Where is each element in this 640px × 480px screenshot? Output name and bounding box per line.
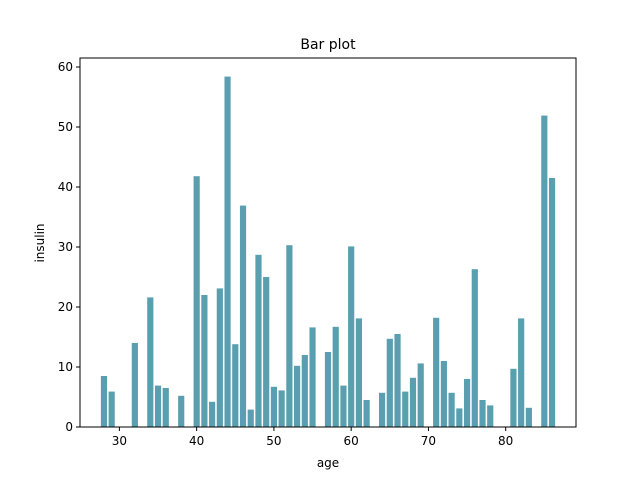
bar-age-45 [232,344,239,427]
bar-age-54 [301,355,308,427]
bar-age-52 [286,245,293,427]
bar-age-74 [456,408,463,427]
bar-age-38 [178,395,185,427]
bar-age-68 [409,377,417,427]
bar-age-69 [417,363,424,427]
bar-age-58 [332,326,339,427]
bar-age-43 [216,288,223,427]
bar-age-64 [378,392,386,427]
bar-age-85 [541,115,548,427]
y-tick-label: 60 [58,60,73,74]
plot-frame [79,57,577,428]
bar-age-78 [487,405,494,427]
bar-age-72 [440,361,447,427]
bar-age-36 [162,388,169,427]
y-tick-label: 20 [58,300,73,314]
bar-age-67 [402,391,409,427]
x-tick-label: 80 [498,434,513,448]
y-axis-label: insulin [33,223,47,262]
x-tick-label: 40 [189,434,204,448]
bar-age-49 [263,277,270,427]
bar-age-41 [201,295,208,427]
bar-age-32 [131,343,138,427]
x-tick-label: 60 [344,434,359,448]
bar-age-77 [479,400,486,427]
x-axis-label: age [317,456,339,470]
bar-age-51 [278,390,285,427]
bar-age-71 [433,317,440,427]
bar-age-53 [294,365,301,427]
y-axis: 0 10 20 30 40 50 60 [58,60,80,434]
x-tick-label: 30 [112,434,127,448]
x-tick-label: 70 [421,434,436,448]
chart-title: Bar plot [300,37,356,53]
y-tick-label: 10 [58,360,73,374]
bar-age-46 [239,205,247,427]
bar-age-57 [324,352,332,427]
bar-age-76 [471,269,478,427]
bar-age-40 [193,176,200,427]
bar-age-42 [209,401,216,427]
bar-age-81 [510,368,517,427]
bar-age-34 [147,297,154,427]
y-tick-label: 40 [58,180,73,194]
bar-age-55 [309,327,316,427]
bar-age-82 [518,318,525,427]
bar-age-75 [463,379,471,427]
bar-age-47 [247,409,254,427]
bar-age-62 [363,400,370,427]
bar-age-48 [255,254,262,427]
bar-age-60 [348,246,355,427]
bar-age-66 [394,334,401,427]
bar-age-61 [355,318,362,427]
x-tick-label: 50 [266,434,281,448]
y-tick-label: 50 [58,120,73,134]
bar-age-86 [548,178,556,427]
y-tick-label: 30 [58,240,73,254]
bar-age-65 [386,338,393,427]
bar-age-35 [154,385,162,427]
bar-age-59 [340,385,347,427]
y-tick-label: 0 [65,420,73,434]
bar-age-73 [448,392,455,427]
bar-age-28 [100,376,108,427]
bar-age-83 [525,407,532,427]
bar-age-44 [224,76,231,427]
bar-age-50 [270,386,278,427]
bars-group [100,76,556,427]
x-axis: 30 40 50 60 70 80 [112,427,513,448]
bar-age-29 [108,391,115,427]
